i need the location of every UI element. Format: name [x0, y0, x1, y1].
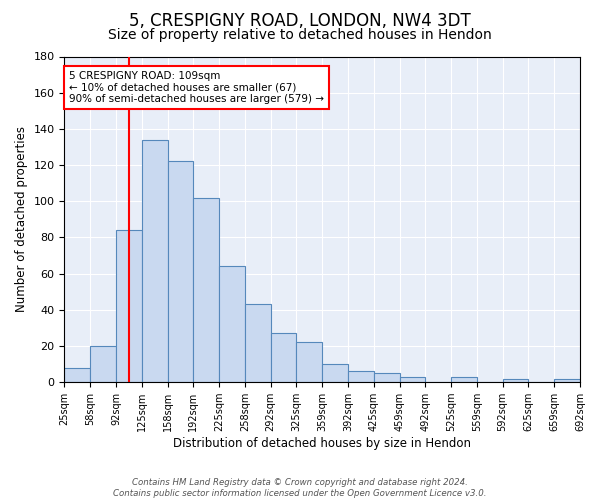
Bar — [193, 198, 219, 382]
Bar — [400, 377, 425, 382]
Bar — [219, 266, 245, 382]
Bar — [296, 342, 322, 382]
Bar — [554, 378, 580, 382]
Bar — [271, 334, 296, 382]
Bar — [167, 162, 193, 382]
Bar — [451, 377, 477, 382]
Bar — [116, 230, 142, 382]
Text: Contains HM Land Registry data © Crown copyright and database right 2024.
Contai: Contains HM Land Registry data © Crown c… — [113, 478, 487, 498]
Bar — [245, 304, 271, 382]
Bar — [142, 140, 167, 382]
X-axis label: Distribution of detached houses by size in Hendon: Distribution of detached houses by size … — [173, 437, 471, 450]
Bar — [90, 346, 116, 382]
Bar — [64, 368, 90, 382]
Y-axis label: Number of detached properties: Number of detached properties — [15, 126, 28, 312]
Text: 5, CRESPIGNY ROAD, LONDON, NW4 3DT: 5, CRESPIGNY ROAD, LONDON, NW4 3DT — [129, 12, 471, 30]
Bar — [374, 373, 400, 382]
Bar — [322, 364, 348, 382]
Text: Size of property relative to detached houses in Hendon: Size of property relative to detached ho… — [108, 28, 492, 42]
Bar — [503, 378, 529, 382]
Bar — [348, 372, 374, 382]
Text: 5 CRESPIGNY ROAD: 109sqm
← 10% of detached houses are smaller (67)
90% of semi-d: 5 CRESPIGNY ROAD: 109sqm ← 10% of detach… — [69, 71, 324, 104]
